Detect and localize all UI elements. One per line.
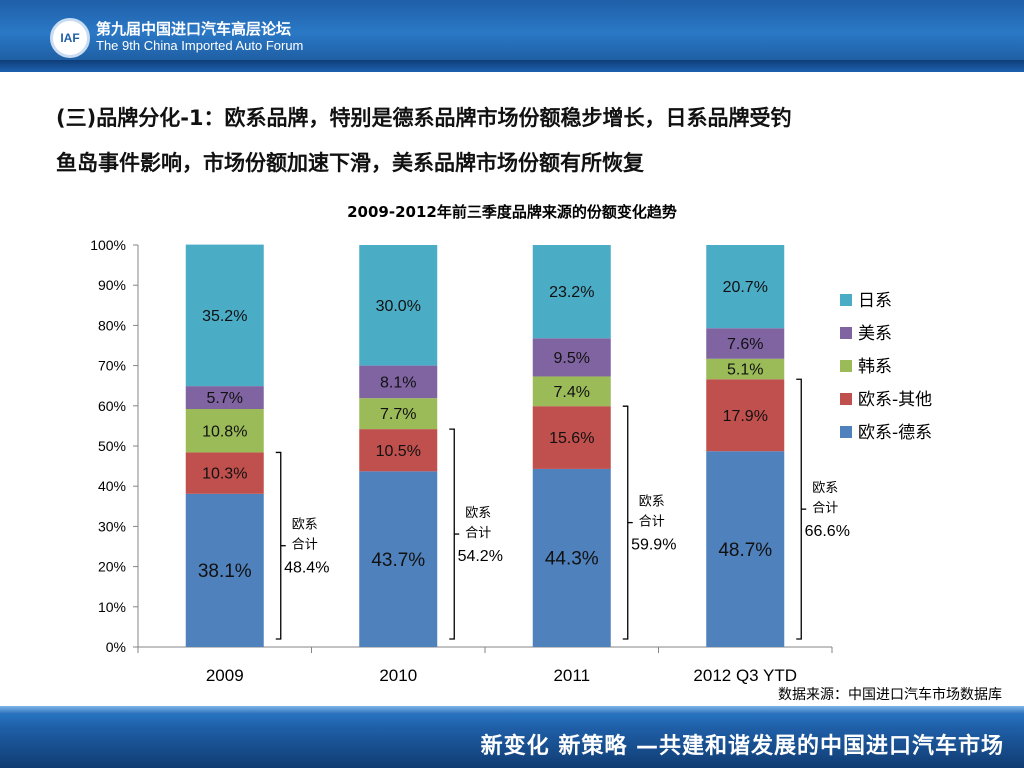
bar-segment bbox=[185, 244, 264, 387]
bar-segment bbox=[532, 376, 611, 407]
forum-name-en: The 9th China Imported Auto Forum bbox=[96, 38, 304, 53]
stacked-bar-chart: 0% 10% 20% 30% 40% 50% 60% 70% 80% 90% 100% 38.1% 10… bbox=[90, 237, 932, 685]
y-tick-label: 0% bbox=[106, 639, 126, 655]
legend-swatch bbox=[840, 426, 852, 438]
legend-label: 日系 bbox=[858, 291, 892, 311]
bar-segment bbox=[359, 429, 438, 472]
iaf-logo: IAF bbox=[50, 18, 90, 58]
euro-total-bracket bbox=[449, 428, 455, 640]
euro-total-bracket bbox=[275, 451, 282, 640]
bar-segment bbox=[706, 245, 785, 329]
data-label: 10.3% bbox=[202, 466, 247, 483]
data-label: 10.5% bbox=[376, 443, 421, 460]
bar-segment bbox=[185, 386, 264, 410]
chart-title: 2009-2012年前三季度品牌来源的份额变化趋势 bbox=[347, 203, 677, 221]
euro-total-label: 合计 bbox=[812, 501, 838, 516]
data-label: 38.1% bbox=[198, 561, 252, 582]
bar-segment bbox=[532, 338, 611, 377]
euro-total-label: 合计 bbox=[639, 515, 665, 530]
bar-segment bbox=[185, 409, 264, 453]
data-label: 30.0% bbox=[376, 298, 421, 315]
bar-segment bbox=[359, 398, 438, 430]
data-source: 数据来源：中国进口汽车市场数据库 bbox=[778, 687, 1002, 703]
slide-title-line-2: 鱼岛事件影响，市场份额加速下滑，美系品牌市场份额有所恢复 bbox=[56, 151, 644, 175]
data-label: 48.7% bbox=[718, 540, 772, 561]
y-tick-label: 60% bbox=[98, 398, 126, 414]
euro-total-label: 欧系 bbox=[639, 495, 665, 510]
euro-total-label: 欧系 bbox=[292, 518, 318, 533]
legend-swatch bbox=[840, 327, 852, 339]
y-tick-label: 30% bbox=[98, 518, 126, 534]
legend-label: 欧系-其他 bbox=[858, 390, 932, 410]
data-label: 20.7% bbox=[723, 279, 768, 296]
slide-title-line-1: (三)品牌分化-1：欧系品牌，特别是德系品牌市场份额稳步增长，日系品牌受钓 bbox=[56, 106, 792, 130]
euro-total-label: 合计 bbox=[292, 538, 318, 553]
x-tick-label: 2010 bbox=[379, 666, 417, 685]
bar-segment bbox=[532, 468, 611, 647]
data-label: 15.6% bbox=[549, 430, 594, 447]
euro-total-value: 54.2% bbox=[458, 548, 503, 565]
bar-segment bbox=[532, 245, 611, 339]
y-tick-label: 40% bbox=[98, 478, 126, 494]
forum-name-cn: 第九届中国进口汽车高层论坛 bbox=[96, 20, 292, 38]
bar-segment bbox=[359, 365, 438, 399]
euro-total-label: 欧系 bbox=[812, 481, 838, 496]
y-tick-label: 70% bbox=[98, 358, 126, 374]
y-tick-label: 90% bbox=[98, 277, 126, 293]
euro-total-value: 48.4% bbox=[284, 560, 329, 577]
euro-total-bracket bbox=[622, 405, 629, 640]
euro-total-label: 合计 bbox=[465, 526, 491, 541]
bar-segment bbox=[185, 452, 264, 494]
header-stripe bbox=[0, 60, 1024, 72]
footer-banner bbox=[0, 706, 1024, 768]
y-tick-label: 100% bbox=[90, 237, 126, 253]
bar-segment bbox=[706, 379, 785, 452]
data-label: 7.6% bbox=[727, 336, 763, 353]
legend-label: 韩系 bbox=[858, 357, 892, 377]
euro-total-value: 59.9% bbox=[631, 537, 676, 554]
bar-segment bbox=[532, 406, 611, 469]
data-label: 17.9% bbox=[723, 408, 768, 425]
euro-total-label: 欧系 bbox=[465, 506, 491, 521]
data-label: 5.7% bbox=[207, 390, 243, 407]
legend-swatch bbox=[840, 360, 852, 372]
y-tick-label: 10% bbox=[98, 599, 126, 615]
data-label: 5.1% bbox=[727, 362, 763, 379]
y-tick-label: 80% bbox=[98, 317, 126, 333]
x-tick-label: 2009 bbox=[206, 666, 244, 685]
x-tick-label: 2012 Q3 YTD bbox=[693, 666, 797, 685]
bar-segment bbox=[359, 245, 438, 366]
y-tick-label: 50% bbox=[98, 438, 126, 454]
legend-label: 欧系-德系 bbox=[858, 423, 932, 443]
bar-segment bbox=[706, 451, 785, 647]
bar-segment bbox=[359, 471, 438, 647]
euro-total-value: 66.6% bbox=[805, 523, 850, 540]
bar-segment bbox=[706, 328, 785, 359]
bar-segment bbox=[706, 358, 785, 380]
data-label: 23.2% bbox=[549, 284, 594, 301]
legend-swatch bbox=[840, 294, 852, 306]
euro-total-bracket bbox=[796, 378, 802, 640]
data-label: 43.7% bbox=[371, 550, 425, 571]
data-label: 7.7% bbox=[380, 406, 416, 423]
y-tick-label: 20% bbox=[98, 559, 126, 575]
data-label: 7.4% bbox=[554, 384, 590, 401]
footer-slogan: 新变化 新策略 —共建和谐发展的中国进口汽车市场 bbox=[480, 734, 1004, 759]
legend-label: 美系 bbox=[858, 324, 892, 344]
bar-segment bbox=[185, 493, 264, 647]
data-label: 9.5% bbox=[554, 350, 590, 367]
legend-swatch bbox=[840, 393, 852, 405]
x-tick-label: 2011 bbox=[553, 666, 590, 685]
data-label: 10.8% bbox=[202, 423, 247, 440]
data-label: 44.3% bbox=[545, 549, 599, 570]
footer-stripe bbox=[0, 706, 1024, 714]
data-label: 35.2% bbox=[202, 308, 247, 325]
data-label: 8.1% bbox=[380, 374, 416, 391]
